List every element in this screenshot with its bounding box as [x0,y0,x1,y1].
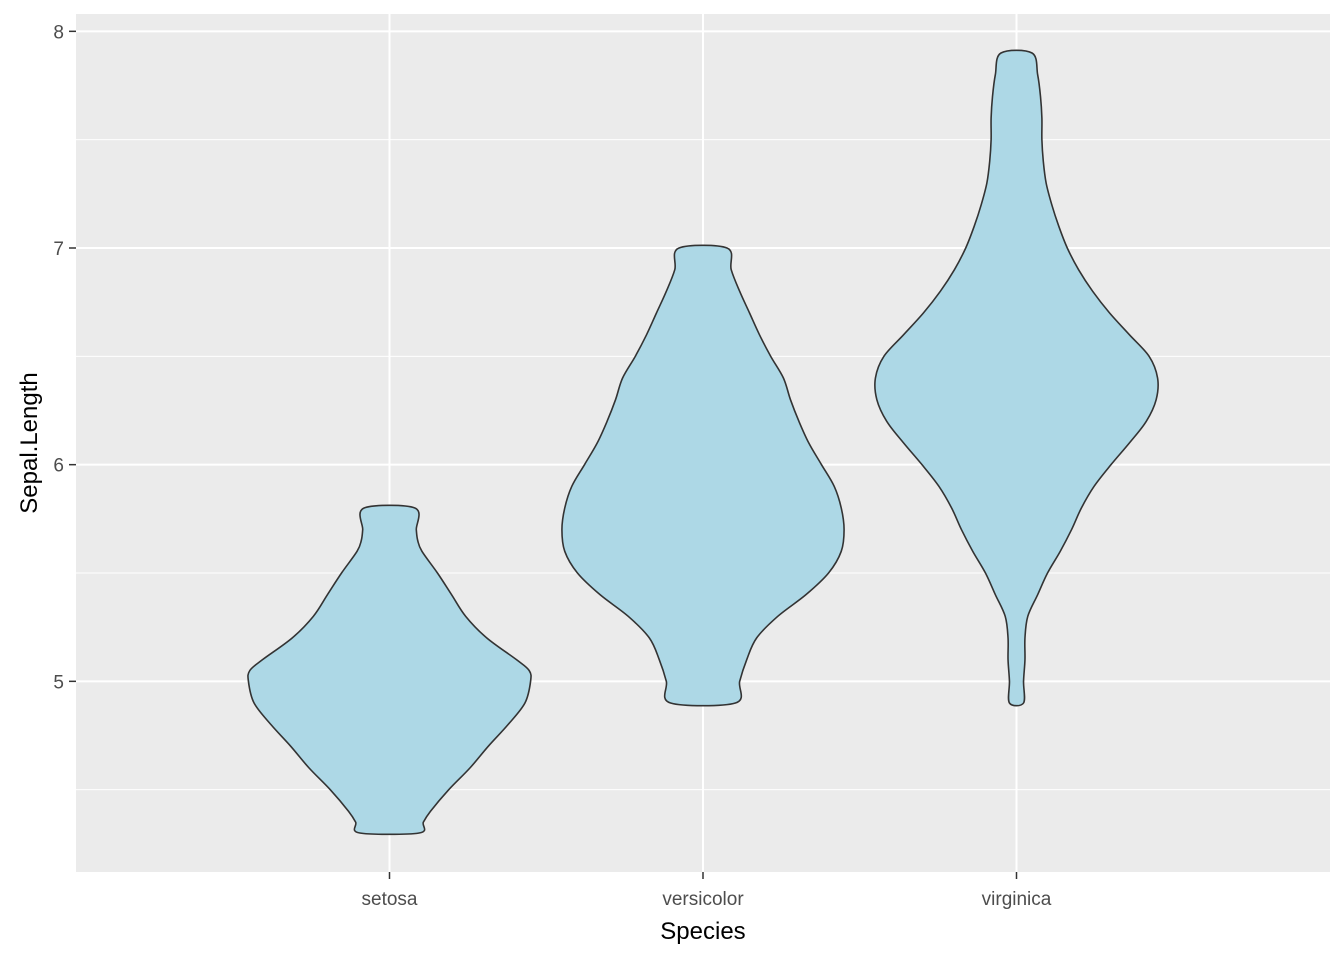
y-tick-label: 8 [53,22,64,43]
y-tick-label: 7 [53,239,64,260]
violin-virginica [874,49,1159,707]
y-tick-label: 6 [53,456,64,477]
y-axis-title: Sepal.Length [16,372,43,513]
x-axis-tick-labels: setosa versicolor virginica [362,889,1052,910]
violin-setosa [247,504,532,836]
y-axis-ticks [69,30,76,683]
x-axis-title: Species [660,918,745,945]
x-axis-ticks [388,872,1018,879]
x-tick-label-virginica: virginica [982,889,1052,910]
violin-versicolor [561,244,845,707]
x-tick-label-setosa: setosa [362,889,418,910]
y-tick-label: 5 [53,672,64,693]
x-tick-label-versicolor: versicolor [662,889,744,910]
violins [247,49,1159,836]
y-axis-tick-labels: 5 6 7 8 [53,22,64,693]
